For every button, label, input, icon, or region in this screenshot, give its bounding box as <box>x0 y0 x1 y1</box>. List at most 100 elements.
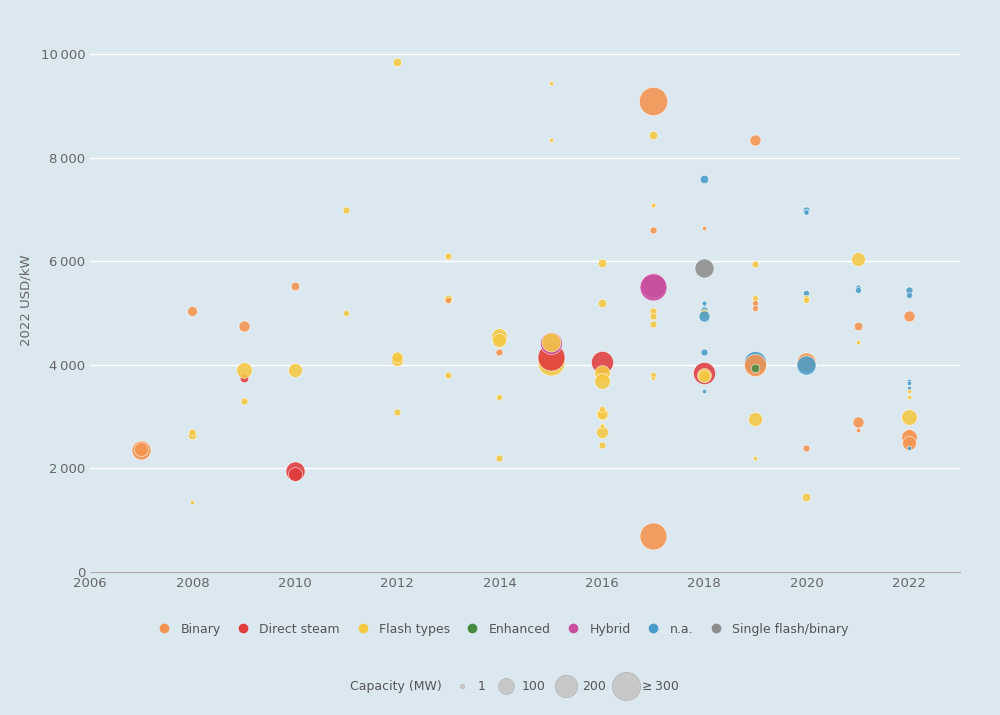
Point <box>287 365 303 376</box>
Point <box>594 427 610 438</box>
Point <box>798 491 814 503</box>
Point <box>850 320 866 332</box>
Point <box>747 134 763 146</box>
Point <box>696 367 712 378</box>
Point <box>440 370 456 381</box>
Point <box>747 292 763 303</box>
Point <box>645 95 661 107</box>
Point <box>236 365 252 376</box>
Point <box>696 305 712 316</box>
Point <box>543 357 559 368</box>
Point <box>491 391 507 403</box>
Point <box>491 453 507 464</box>
Point <box>798 204 814 215</box>
Point <box>645 129 661 140</box>
Point <box>645 282 661 293</box>
Point <box>491 330 507 342</box>
Point <box>594 408 610 420</box>
Point <box>798 292 814 303</box>
Point <box>901 411 917 423</box>
Point <box>594 419 610 430</box>
Point <box>901 442 917 453</box>
Point <box>133 445 149 456</box>
Point <box>594 440 610 451</box>
Point <box>901 375 917 386</box>
Point <box>645 225 661 236</box>
Point <box>850 424 866 435</box>
Point <box>287 468 303 479</box>
Point <box>338 204 354 215</box>
Point <box>543 77 559 89</box>
Y-axis label: 2022 USD/kW: 2022 USD/kW <box>19 255 32 346</box>
Point <box>236 320 252 332</box>
Point <box>440 295 456 306</box>
Point <box>645 370 661 381</box>
Point <box>696 297 712 309</box>
Point <box>594 408 610 420</box>
Point <box>236 395 252 407</box>
Point <box>543 336 559 347</box>
Point <box>236 373 252 384</box>
Point <box>543 352 559 363</box>
Point <box>594 403 610 415</box>
Point <box>389 56 405 68</box>
Point <box>645 305 661 316</box>
Point <box>850 416 866 428</box>
Point <box>901 432 917 443</box>
Point <box>798 442 814 453</box>
Point <box>798 287 814 298</box>
Point <box>798 207 814 218</box>
Point <box>696 222 712 234</box>
Point <box>389 406 405 418</box>
Point <box>594 257 610 268</box>
Point <box>184 429 200 440</box>
Point <box>901 310 917 322</box>
Point <box>696 385 712 397</box>
Point <box>696 346 712 358</box>
Point <box>747 297 763 309</box>
Point <box>389 354 405 365</box>
Point <box>798 359 814 370</box>
Point <box>850 253 866 265</box>
Point <box>850 282 866 293</box>
Point <box>645 530 661 541</box>
Point <box>184 496 200 508</box>
Point <box>543 134 559 146</box>
Point <box>901 437 917 448</box>
Point <box>798 349 814 360</box>
Point <box>594 357 610 368</box>
Point <box>901 385 917 397</box>
Point <box>901 427 917 438</box>
Point <box>184 305 200 316</box>
Point <box>184 427 200 438</box>
Point <box>594 367 610 378</box>
Point <box>440 293 456 305</box>
Point <box>696 302 712 314</box>
Point <box>747 453 763 464</box>
Point <box>338 307 354 319</box>
Point <box>747 258 763 270</box>
Point <box>850 285 866 296</box>
Point <box>747 413 763 425</box>
Point <box>747 362 763 373</box>
Point <box>901 285 917 296</box>
Point <box>389 352 405 363</box>
Point <box>594 297 610 309</box>
Point <box>696 173 712 184</box>
Point <box>133 443 149 455</box>
Point <box>696 310 712 322</box>
Point <box>440 250 456 262</box>
Point <box>696 262 712 273</box>
Legend: Capacity (MW), 1, 100, 200, ≥ 300: Capacity (MW), 1, 100, 200, ≥ 300 <box>316 675 684 698</box>
Point <box>850 336 866 347</box>
Point <box>901 391 917 403</box>
Point <box>491 346 507 358</box>
Legend: Binary, Direct steam, Flash types, Enhanced, Hybrid, n.a., Single flash/binary: Binary, Direct steam, Flash types, Enhan… <box>147 618 853 641</box>
Point <box>645 199 661 210</box>
Point <box>645 318 661 330</box>
Point <box>645 310 661 322</box>
Point <box>594 420 610 432</box>
Point <box>491 335 507 346</box>
Point <box>901 290 917 301</box>
Point <box>798 352 814 363</box>
